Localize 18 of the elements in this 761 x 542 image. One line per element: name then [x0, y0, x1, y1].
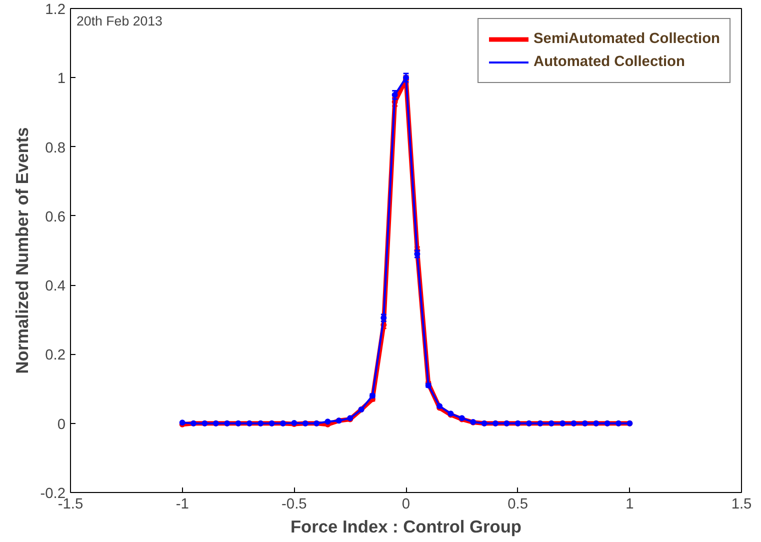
y-tick-label: 1.2 [45, 2, 66, 18]
y-axis-title: Normalized Number of Events [12, 127, 32, 374]
y-tick-label: 0 [57, 416, 66, 433]
x-tick-label: 0 [402, 496, 410, 512]
y-tick-label: 0.4 [45, 278, 66, 295]
x-tick-label: 1 [626, 496, 634, 512]
x-tick-label: -1 [176, 496, 189, 512]
annotation: 20th Feb 2013 [76, 14, 162, 28]
x-axis-title: Force Index : Control Group [290, 516, 522, 536]
y-tick-label: 0.6 [45, 209, 66, 226]
legend-label: SemiAutomated Collection [534, 31, 720, 47]
y-tick-label: 0.2 [45, 348, 66, 364]
legend-label: Automated Collection [534, 54, 685, 70]
y-tick-label: 0.8 [45, 140, 66, 156]
x-tick-label: 0.5 [508, 496, 528, 512]
x-tick-label: -0.5 [282, 496, 307, 512]
x-tick-label: 1.5 [731, 496, 752, 512]
y-tick-label: 1 [57, 71, 66, 88]
